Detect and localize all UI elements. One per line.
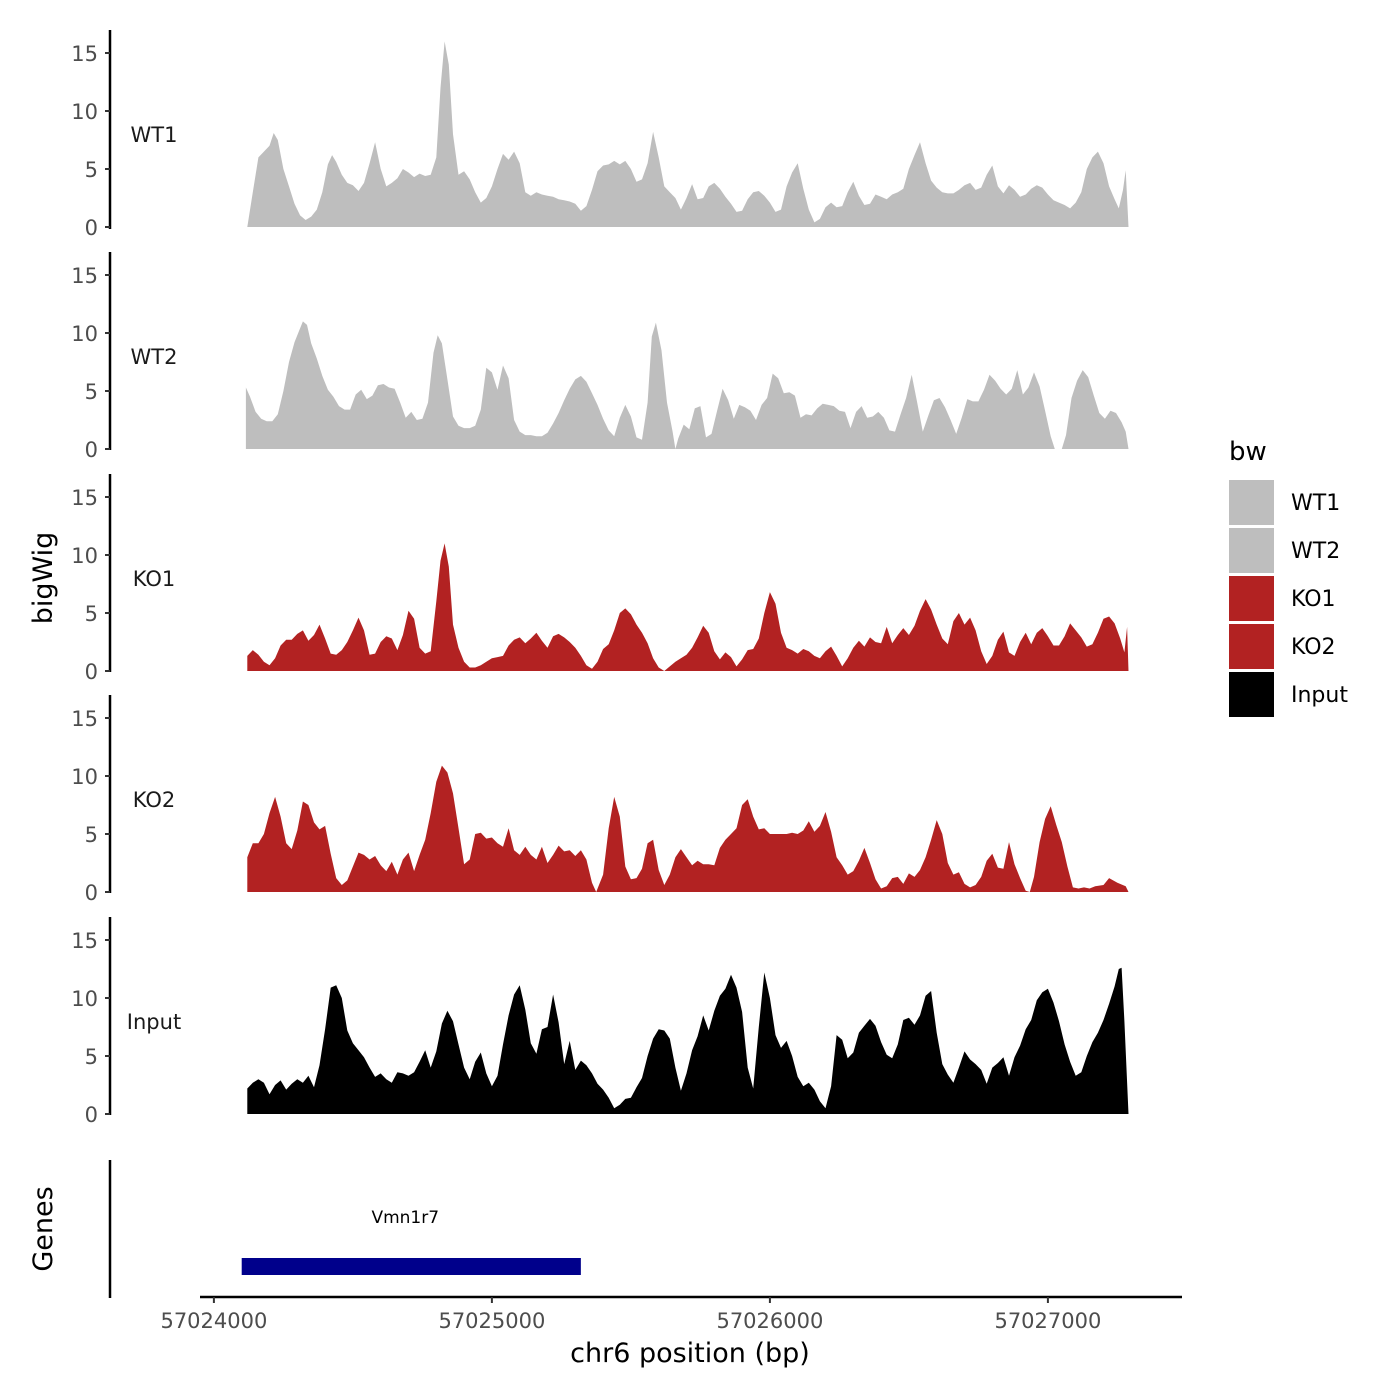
y-tick-label-wt2-5: 5: [85, 380, 98, 404]
y-tick-label-wt1-0: 0: [85, 216, 98, 240]
x-tick-label-57025000: 57025000: [438, 1309, 545, 1333]
gene-track-title: Genes: [28, 1186, 59, 1271]
y-tick-label-wt1-10: 10: [71, 100, 98, 124]
y-tick-label-wt1-15: 15: [71, 42, 98, 66]
track-label-wt2: WT2: [131, 345, 178, 369]
y-tick-label-input-0: 0: [85, 1103, 98, 1127]
legend-swatch-wt1: [1229, 480, 1274, 525]
coverage-area-ko2: [247, 765, 1129, 892]
coverage-area-input: [247, 967, 1129, 1114]
coverage-area-wt1: [247, 41, 1129, 228]
legend-label-wt1: WT1: [1291, 491, 1340, 516]
y-tick-label-ko2-10: 10: [71, 765, 98, 789]
y-tick-label-ko1-0: 0: [85, 660, 98, 684]
track-label-wt1: WT1: [131, 123, 178, 147]
legend-label-input: Input: [1291, 683, 1348, 708]
legend-swatch-ko2: [1229, 624, 1274, 669]
y-tick-label-wt2-10: 10: [71, 322, 98, 346]
legend-label-wt2: WT2: [1291, 539, 1340, 564]
x-tick-label-57027000: 57027000: [994, 1309, 1101, 1333]
gene-bar-vmn1r7: [241, 1258, 581, 1275]
legend-swatch-wt2: [1229, 528, 1274, 573]
x-tick-label-57026000: 57026000: [716, 1309, 823, 1333]
y-tick-label-input-10: 10: [71, 987, 98, 1011]
y-tick-label-input-5: 5: [85, 1045, 98, 1069]
legend-swatch-input: [1229, 672, 1274, 717]
track-label-ko1: KO1: [133, 567, 176, 591]
y-tick-label-ko1-5: 5: [85, 602, 98, 626]
legend-swatch-ko1: [1229, 576, 1274, 621]
y-tick-label-wt1-5: 5: [85, 158, 98, 182]
y-tick-label-wt2-0: 0: [85, 438, 98, 462]
track-label-ko2: KO2: [133, 788, 176, 812]
legend-label-ko2: KO2: [1291, 635, 1336, 660]
y-axis-title: bigWig: [28, 532, 59, 625]
track-label-input: Input: [127, 1010, 181, 1034]
y-tick-label-ko1-10: 10: [71, 544, 98, 568]
legend-label-ko1: KO1: [1291, 587, 1336, 612]
gene-label-vmn1r7: Vmn1r7: [371, 1208, 439, 1228]
y-tick-label-wt2-15: 15: [71, 264, 98, 288]
coverage-area-wt2: [245, 321, 1129, 449]
x-axis-title: chr6 position (bp): [570, 1338, 810, 1369]
y-tick-label-ko2-5: 5: [85, 823, 98, 847]
y-tick-label-ko2-0: 0: [85, 881, 98, 905]
y-tick-label-ko2-15: 15: [71, 707, 98, 731]
legend-title: bw: [1229, 437, 1267, 467]
coverage-area-ko1: [247, 543, 1129, 671]
x-tick-label-57024000: 57024000: [160, 1309, 267, 1333]
y-tick-label-ko1-15: 15: [71, 486, 98, 510]
y-tick-label-input-15: 15: [71, 929, 98, 953]
